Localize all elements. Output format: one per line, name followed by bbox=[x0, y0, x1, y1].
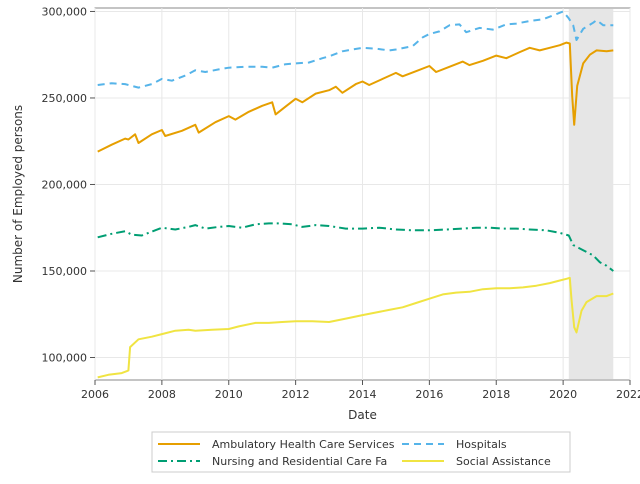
series-line-1 bbox=[98, 43, 614, 152]
series-line-4 bbox=[98, 278, 614, 378]
legend-label-3: Nursing and Residential Care Fa bbox=[212, 455, 387, 468]
grid bbox=[95, 8, 630, 380]
y-tick-label: 100,000 bbox=[42, 352, 88, 365]
x-tick-label: 2018 bbox=[482, 388, 510, 401]
y-tick-label: 200,000 bbox=[42, 178, 88, 191]
x-tick-label: 2010 bbox=[215, 388, 243, 401]
y-tick-label: 250,000 bbox=[42, 92, 88, 105]
legend-label-4: Social Assistance bbox=[456, 455, 551, 468]
x-tick-label: 2008 bbox=[148, 388, 176, 401]
y-tick-label: 300,000 bbox=[42, 5, 88, 18]
x-tick-label: 2012 bbox=[282, 388, 310, 401]
x-tick-label: 2006 bbox=[81, 388, 109, 401]
axes: 2006 2008 2010 2012 2014 2016 2018 2020 2022 100,… bbox=[42, 5, 640, 401]
series-line-3 bbox=[98, 223, 614, 271]
x-axis-label: Date bbox=[348, 408, 377, 422]
x-tick-label: 2022 bbox=[616, 388, 640, 401]
shaded-region bbox=[569, 9, 613, 379]
legend-items: Ambulatory Health Care Services Hospitals… bbox=[158, 438, 551, 468]
series-layer bbox=[98, 12, 614, 378]
x-tick-label: 2020 bbox=[549, 388, 577, 401]
shaded-region-layer bbox=[569, 9, 613, 379]
legend-label-2: Hospitals bbox=[456, 438, 507, 451]
y-tick-label: 150,000 bbox=[42, 265, 88, 278]
x-tick-label: 2014 bbox=[349, 388, 377, 401]
legend-label-1: Ambulatory Health Care Services bbox=[212, 438, 395, 451]
x-tick-label: 2016 bbox=[415, 388, 443, 401]
y-axis-label: Number of Employed persons bbox=[11, 105, 25, 283]
